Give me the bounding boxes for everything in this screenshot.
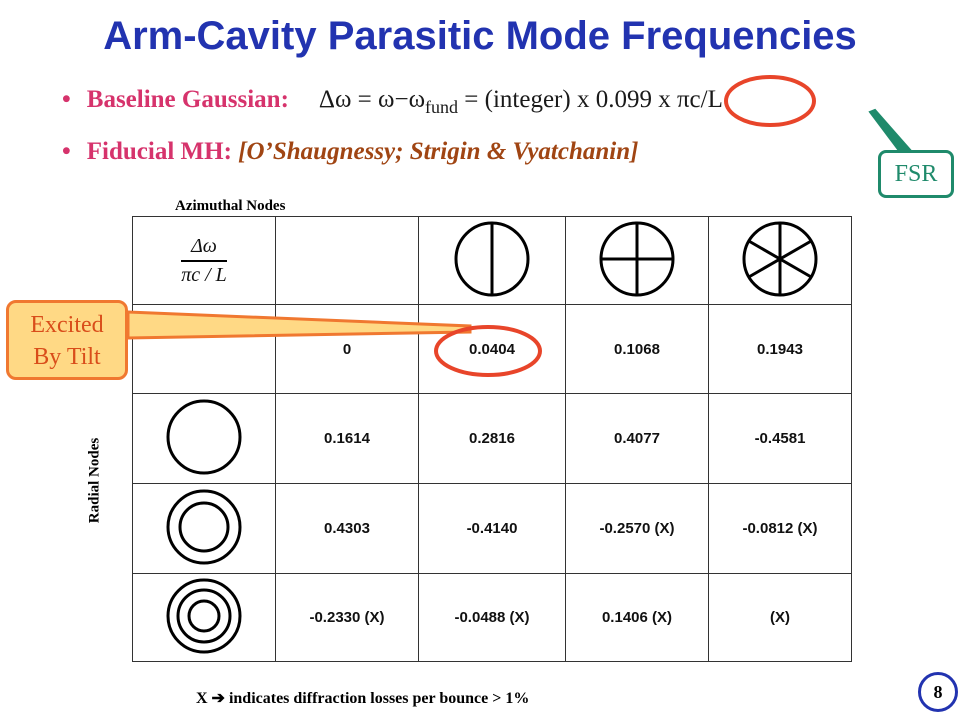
header-fraction-cell: Δω πc / L [132, 216, 276, 305]
table-row: 0.4303 -0.4140 -0.2570 (X) -0.0812 (X) [132, 483, 852, 574]
value-cell: -0.4140 [418, 483, 566, 574]
footnote: X ➔ indicates diffraction losses per bou… [196, 690, 530, 707]
bullet-dot: • [62, 138, 71, 165]
radial-2-cell [132, 483, 276, 574]
baseline-label: Baseline Gaussian: [86, 86, 289, 113]
table-row: 0.1614 0.2816 0.4077 -0.4581 [132, 393, 852, 484]
one-node-circle-icon [454, 221, 530, 296]
two-node-circle-icon [599, 221, 675, 296]
double-ring-icon [166, 489, 242, 564]
azimuthal-0-cell [275, 216, 419, 305]
bullet-dot: • [62, 86, 71, 113]
bullet-fiducial: • Fiducial MH: [O’Shaugnessy; Strigin & V… [62, 138, 638, 166]
value-cell: 0.1406 (X) [565, 573, 709, 662]
azimuthal-1-cell [418, 216, 566, 305]
value-cell: 0.1943 [708, 304, 852, 394]
page-number: 8 [918, 672, 958, 712]
table-header-row: Δω πc / L [132, 216, 852, 305]
azimuthal-nodes-label: Azimuthal Nodes [175, 198, 286, 214]
value-cell: -0.0812 (X) [708, 483, 852, 574]
equation-sub: fund [425, 97, 459, 117]
three-node-circle-icon [742, 221, 818, 296]
table-row: -0.2330 (X) -0.0488 (X) 0.1406 (X) (X) [132, 573, 852, 662]
value-cell: -0.4581 [708, 393, 852, 484]
fsr-pointer [868, 108, 915, 153]
mode-frequency-table: Δω πc / L [132, 216, 852, 662]
fiducial-label: Fiducial MH: [86, 138, 232, 165]
highlight-ellipse [724, 75, 816, 127]
slide-title: Arm-Cavity Parasitic Mode Frequencies [103, 14, 857, 58]
value-cell: 0.0404 [418, 304, 566, 394]
value-cell: -0.2570 (X) [565, 483, 709, 574]
value-cell: 0 [275, 304, 419, 394]
value-cell: 0.1614 [275, 393, 419, 484]
value-cell: 0.1068 [565, 304, 709, 394]
radial-0-cell [132, 304, 276, 394]
triple-ring-icon [166, 578, 242, 653]
table-row: 0 0.0404 0.1068 0.1943 [132, 304, 852, 394]
value-cell: 0.4303 [275, 483, 419, 574]
fraction-numerator: Δω [181, 235, 227, 262]
equation-main: Δω = ω−ω [318, 86, 426, 113]
radial-nodes-label: Radial Nodes [86, 437, 103, 524]
azimuthal-2-cell [565, 216, 709, 305]
value-cell: -0.0488 (X) [418, 573, 566, 662]
fiducial-reference: [O’Shaugnessy; Strigin & Vyatchanin] [238, 138, 639, 165]
baseline-equation: Δω = ω−ωfund = (integer) x 0.099 x πc/L [318, 86, 723, 117]
header-fraction: Δω πc / L [181, 235, 227, 287]
callout-line-1: Excited [30, 312, 104, 338]
excited-by-tilt-callout: Excited By Tilt [6, 300, 128, 380]
callout-line-2: By Tilt [33, 344, 101, 370]
single-ring-icon [166, 399, 242, 474]
radial-1-cell [132, 393, 276, 484]
fraction-denominator: πc / L [181, 263, 227, 286]
value-cell: -0.2330 (X) [275, 573, 419, 662]
equation-tail: = (integer) x 0.099 x πc/L [458, 86, 723, 113]
value-cell: (X) [708, 573, 852, 662]
bullet-baseline: • Baseline Gaussian: Δω = ω−ωfund = (integ… [62, 86, 723, 118]
value-cell: 0.4077 [565, 393, 709, 484]
fsr-callout: FSR [878, 150, 954, 198]
radial-3-cell [132, 573, 276, 662]
value-cell: 0.2816 [418, 393, 566, 484]
azimuthal-3-cell [708, 216, 852, 305]
